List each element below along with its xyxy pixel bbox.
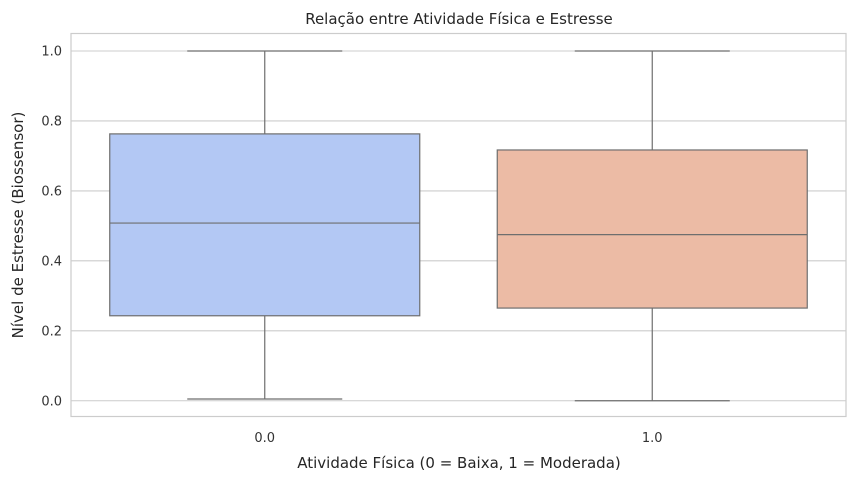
- y-tick-label: 0.8: [41, 114, 62, 129]
- y-tick-label: 0.0: [41, 394, 62, 409]
- x-axis-ticks: 0.0 1.0: [254, 431, 662, 446]
- box-group: [496, 50, 808, 402]
- chart-title: Relação entre Atividade Física e Estress…: [305, 10, 613, 28]
- box-group: [109, 50, 421, 400]
- x-axis-title: Atividade Física (0 = Baixa, 1 = Moderad…: [297, 454, 621, 472]
- iqr-box: [496, 149, 808, 309]
- plot-area-frame: [70, 32, 847, 418]
- y-axis-title: Nível de Estresse (Biossensor): [9, 112, 27, 339]
- y-tick-label: 1.0: [41, 44, 62, 59]
- y-axis-ticks: 0.0 0.2 0.4 0.6 0.8 1.0: [41, 44, 62, 409]
- x-tick-label: 1.0: [642, 431, 663, 446]
- boxes: [109, 50, 808, 402]
- y-tick-label: 0.4: [41, 254, 62, 269]
- x-tick-label: 0.0: [254, 431, 275, 446]
- y-tick-label: 0.2: [41, 324, 62, 339]
- iqr-box: [109, 133, 421, 317]
- y-tick-label: 0.6: [41, 184, 62, 199]
